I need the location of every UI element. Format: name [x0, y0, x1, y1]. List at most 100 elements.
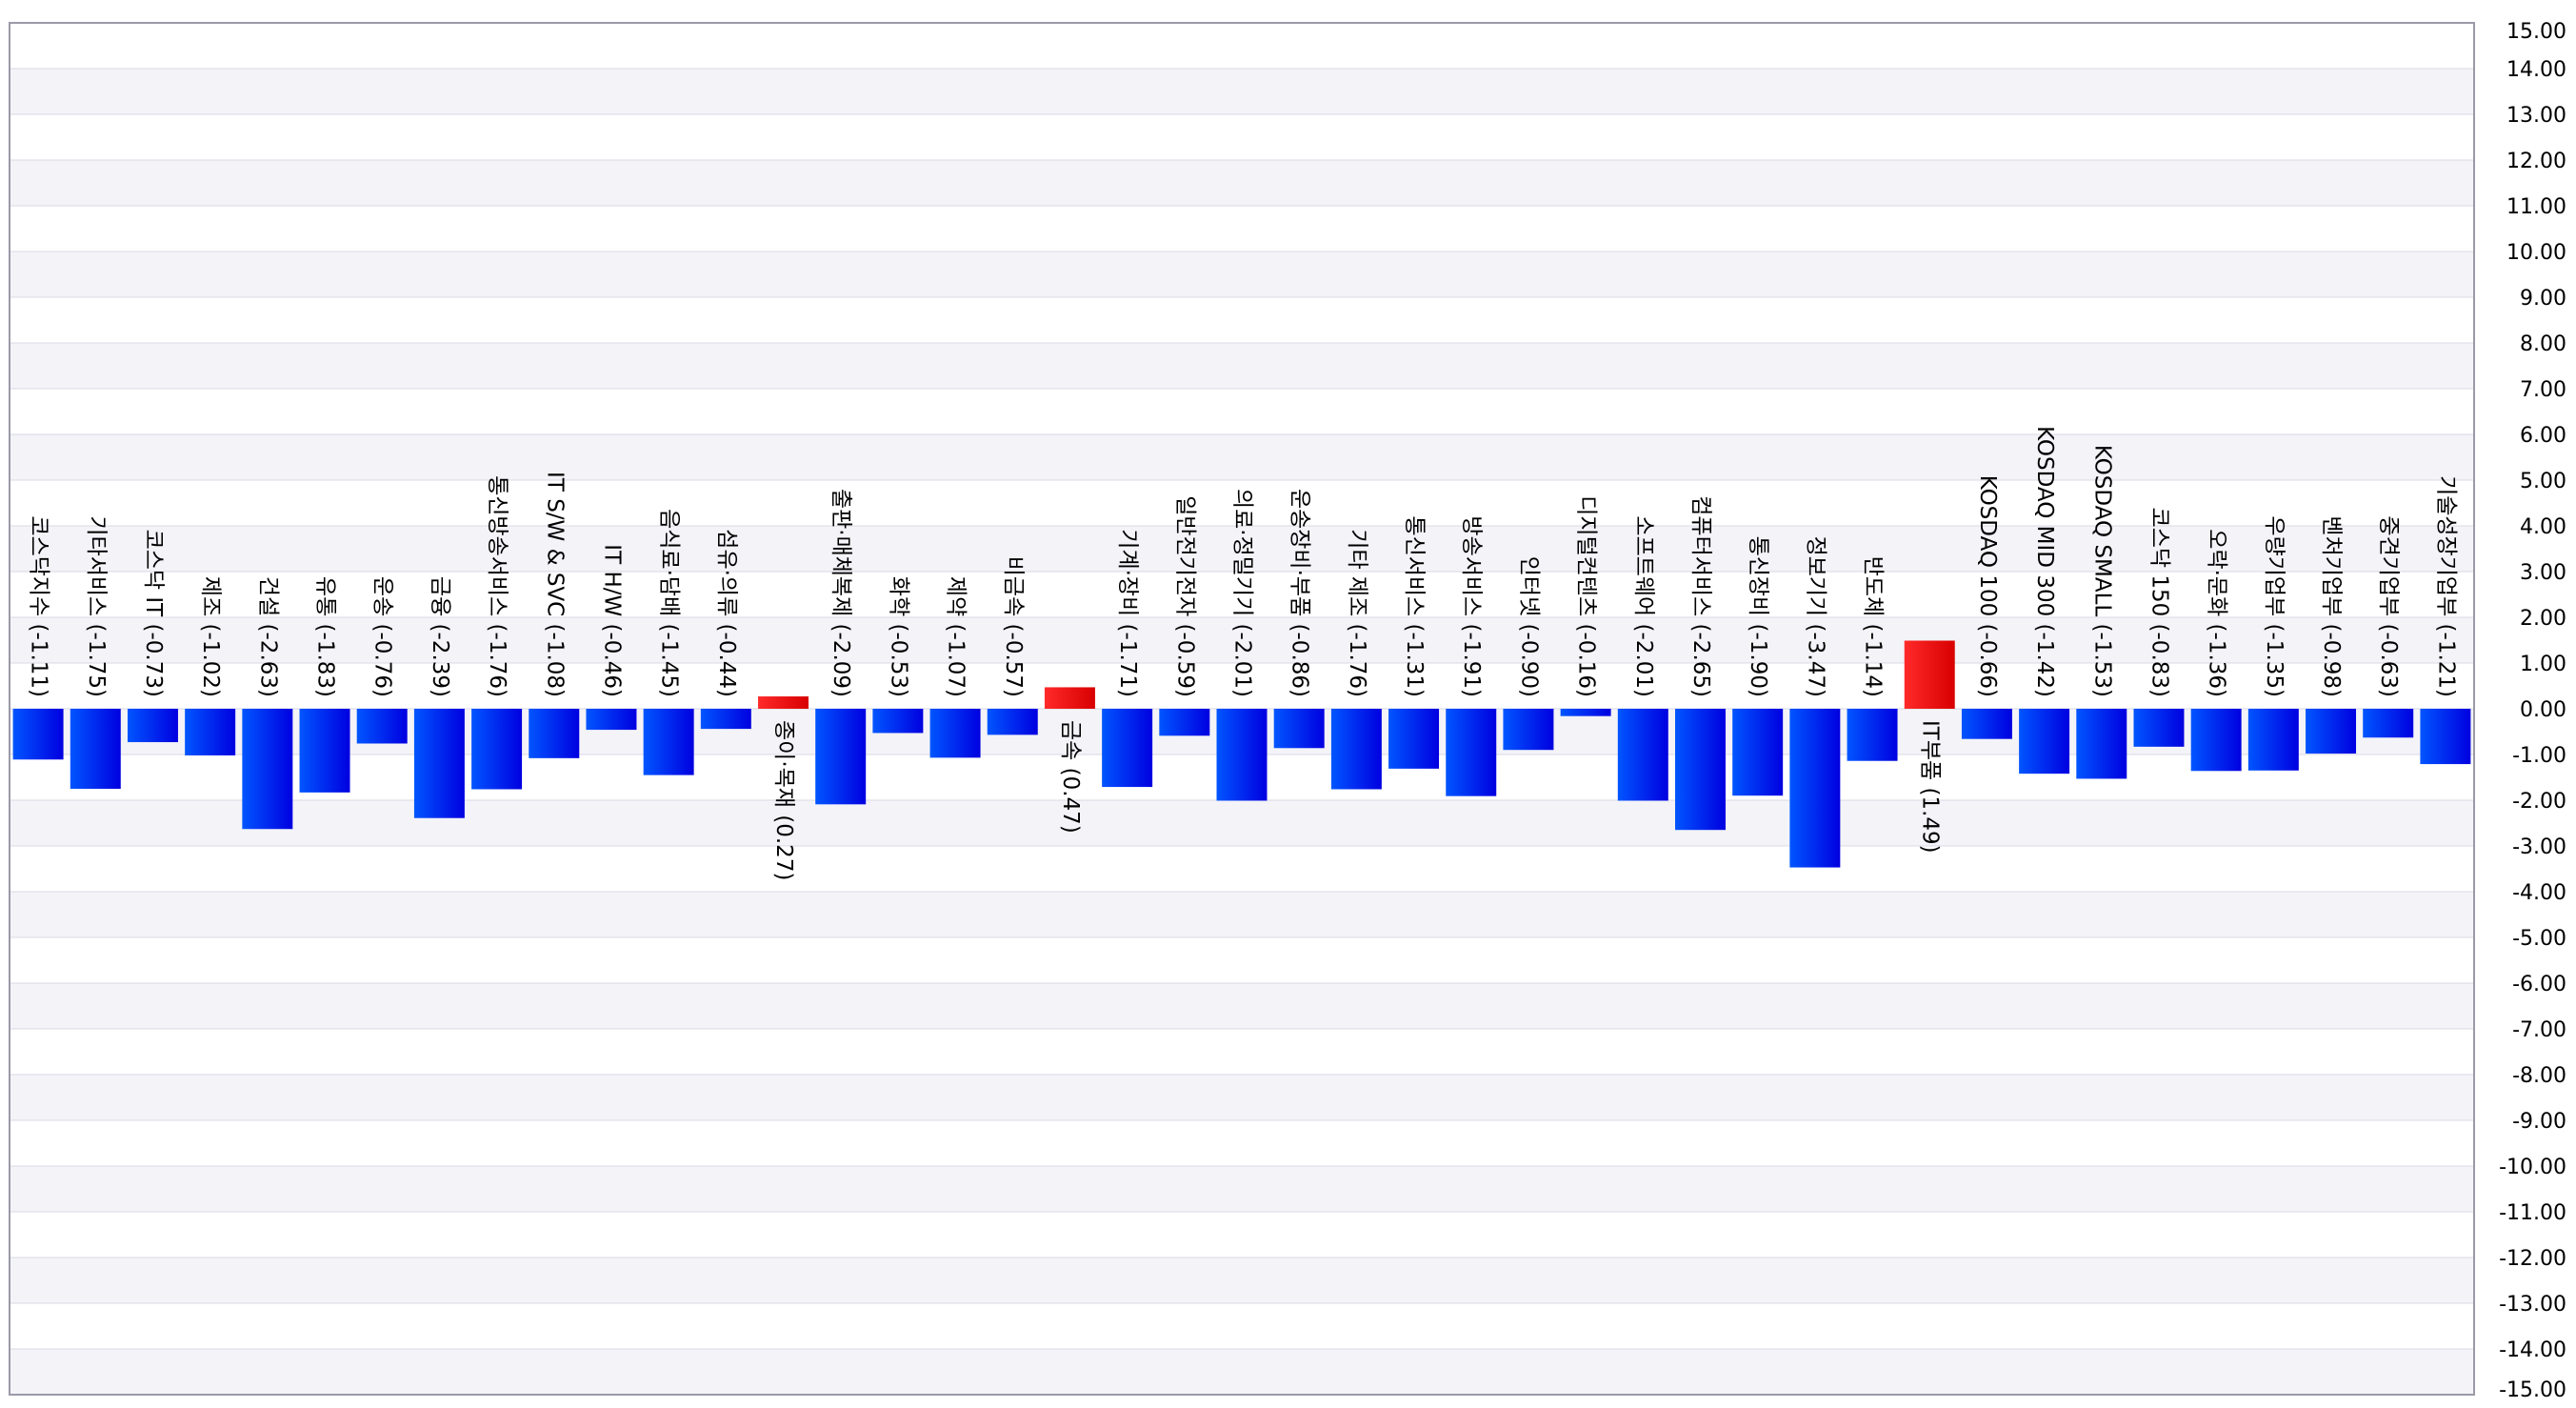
grid-band [10, 800, 2474, 846]
bar [643, 709, 694, 775]
y-tick-label: -3.00 [2512, 835, 2566, 859]
category-label: 기술성장기업부 (-1.21) [2433, 475, 2458, 697]
bar [1675, 709, 1726, 831]
category-label: 벤처기업부 (-0.98) [2319, 515, 2344, 697]
y-tick-label: 4.00 [2520, 515, 2566, 539]
y-tick-label: 1.00 [2520, 653, 2566, 676]
bar [299, 709, 350, 793]
category-label: KOSDAQ 100 (-0.66) [1975, 475, 2000, 697]
bar [471, 709, 523, 790]
category-label: 정보기기 (-3.47) [1803, 536, 1827, 697]
y-tick-label: -15.00 [2499, 1378, 2566, 1402]
category-label: 기타서비스 (-1.75) [84, 515, 109, 697]
bar [1446, 709, 1497, 796]
bar [1388, 709, 1440, 769]
bar [242, 709, 293, 830]
bar [758, 696, 809, 709]
y-tick-label: 0.00 [2520, 698, 2566, 722]
bar [929, 709, 981, 758]
bar [1503, 709, 1554, 751]
category-label: 기계·장비 (-1.71) [1115, 529, 1140, 697]
y-tick-label: 9.00 [2520, 287, 2566, 311]
category-label: 금융 (-2.39) [428, 576, 452, 697]
bar [1560, 709, 1611, 716]
bar [815, 709, 867, 805]
category-label: 운송 (-0.76) [370, 576, 395, 697]
category-label: 제조 (-1.02) [198, 576, 223, 697]
category-label: 유통 (-1.83) [313, 576, 338, 697]
category-label: 중견기업부 (-0.63) [2376, 515, 2401, 697]
grid-lines [10, 22, 2474, 1396]
y-tick-label: 13.00 [2506, 104, 2566, 128]
bars [12, 640, 2471, 868]
category-label: 통신장비 (-1.90) [1746, 536, 1770, 697]
bar [12, 709, 64, 760]
bar [529, 709, 580, 758]
bar [1216, 709, 1268, 801]
category-label: 디지털컨텐츠 (-0.16) [1574, 495, 1599, 697]
category-label: 컴퓨터서비스 (-2.65) [1688, 495, 1713, 697]
category-label: 방송서비스 (-1.91) [1459, 515, 1484, 697]
bar [1330, 709, 1382, 790]
bar [413, 709, 465, 818]
bar [2190, 709, 2242, 772]
category-label: 섬유·의류 (-0.44) [714, 529, 739, 697]
grid-band [10, 1166, 2474, 1212]
category-label: 운송장비·부품 (-0.86) [1288, 489, 1312, 697]
bar [2420, 709, 2471, 765]
y-tick-label: -7.00 [2512, 1018, 2566, 1042]
y-tick-label: -4.00 [2512, 881, 2566, 905]
y-tick-label: -11.00 [2499, 1201, 2566, 1225]
grid-band [10, 617, 2474, 663]
category-label: 코스닥 150 (-0.83) [2147, 508, 2171, 697]
bar [1961, 709, 2012, 739]
category-label: 인터넷 (-0.90) [1516, 556, 1541, 697]
plot-frame [9, 22, 2475, 1396]
category-label: KOSDAQ SMALL (-1.53) [2089, 445, 2114, 697]
y-tick-label: 6.00 [2520, 424, 2566, 448]
grid-band [10, 434, 2474, 480]
bar [1159, 709, 1210, 736]
category-label: 코스닥 IT (-0.73) [141, 530, 166, 697]
bar [1847, 709, 1898, 761]
bar [1044, 687, 1095, 709]
category-label: IT부품 (1.49) [1918, 720, 1943, 854]
bar [1732, 709, 1784, 796]
bar [2019, 709, 2070, 774]
category-label: 제약 (-1.07) [944, 576, 968, 697]
y-tick-label: 15.00 [2506, 20, 2566, 44]
bar [356, 709, 408, 744]
category-label: 반도체 (-1.14) [1861, 556, 1886, 697]
category-label: 소프트웨어 (-2.01) [1631, 515, 1656, 697]
category-label: 우량기업부 (-1.35) [2262, 515, 2286, 697]
grid-band [10, 69, 2474, 114]
y-tick-label: 3.00 [2520, 561, 2566, 585]
y-tick-label: -5.00 [2512, 927, 2566, 951]
y-tick-label: 12.00 [2506, 150, 2566, 173]
y-tick-label: 14.00 [2506, 58, 2566, 82]
y-tick-label: -2.00 [2512, 790, 2566, 814]
bar [1273, 709, 1325, 749]
category-label: 화학 (-0.53) [886, 576, 910, 697]
bar [2076, 709, 2127, 779]
bar [987, 709, 1038, 735]
bar [2133, 709, 2185, 747]
bar [185, 709, 236, 755]
category-label: 기타 제조 (-1.76) [1345, 529, 1369, 697]
bar [2363, 709, 2414, 738]
category-label: 건설 (-2.63) [255, 576, 280, 697]
category-label: KOSDAQ MID 300 (-1.42) [2032, 426, 2057, 697]
category-label: 통신방송서비스 (-1.76) [485, 475, 509, 697]
y-tick-label: -10.00 [2499, 1156, 2566, 1179]
y-tick-label: -14.00 [2499, 1338, 2566, 1362]
category-labels: 코스닥지수 (-1.11) 기타서비스 (-1.75) 코스닥 IT (-0.73)… [27, 426, 2459, 880]
category-label: 종이·목재 (0.27) [771, 720, 796, 880]
bar [1904, 640, 1955, 709]
grid-band [10, 251, 2474, 297]
category-label: 음식료·담배 (-1.45) [657, 509, 682, 697]
bar [70, 709, 121, 789]
category-label: IT H/W (-0.46) [599, 544, 624, 697]
category-label: 금속 (0.47) [1058, 720, 1083, 834]
